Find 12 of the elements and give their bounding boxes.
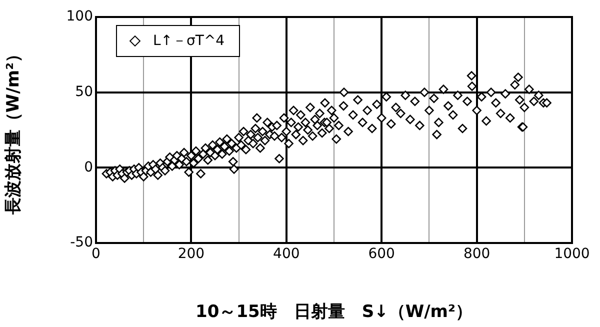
legend-label: L↑－σT^4 (153, 32, 225, 50)
y-tick-label: 100 (66, 8, 93, 25)
x-tick-label: 1000 (554, 246, 590, 262)
x-tick-label: 400 (273, 246, 300, 262)
x-tick-label: 800 (463, 246, 490, 262)
y-tick-label: -50 (70, 234, 93, 251)
x-tick-label: 600 (368, 246, 395, 262)
x-tick-label: 200 (178, 246, 205, 262)
y-tick-label: 50 (75, 84, 93, 100)
y-axis-title: 長波放射量（W/m²） (4, 45, 24, 216)
x-axis-title: 10～15時 日射量 S↓（W/m²） (196, 302, 472, 322)
y-tick-label: 0 (84, 159, 93, 176)
